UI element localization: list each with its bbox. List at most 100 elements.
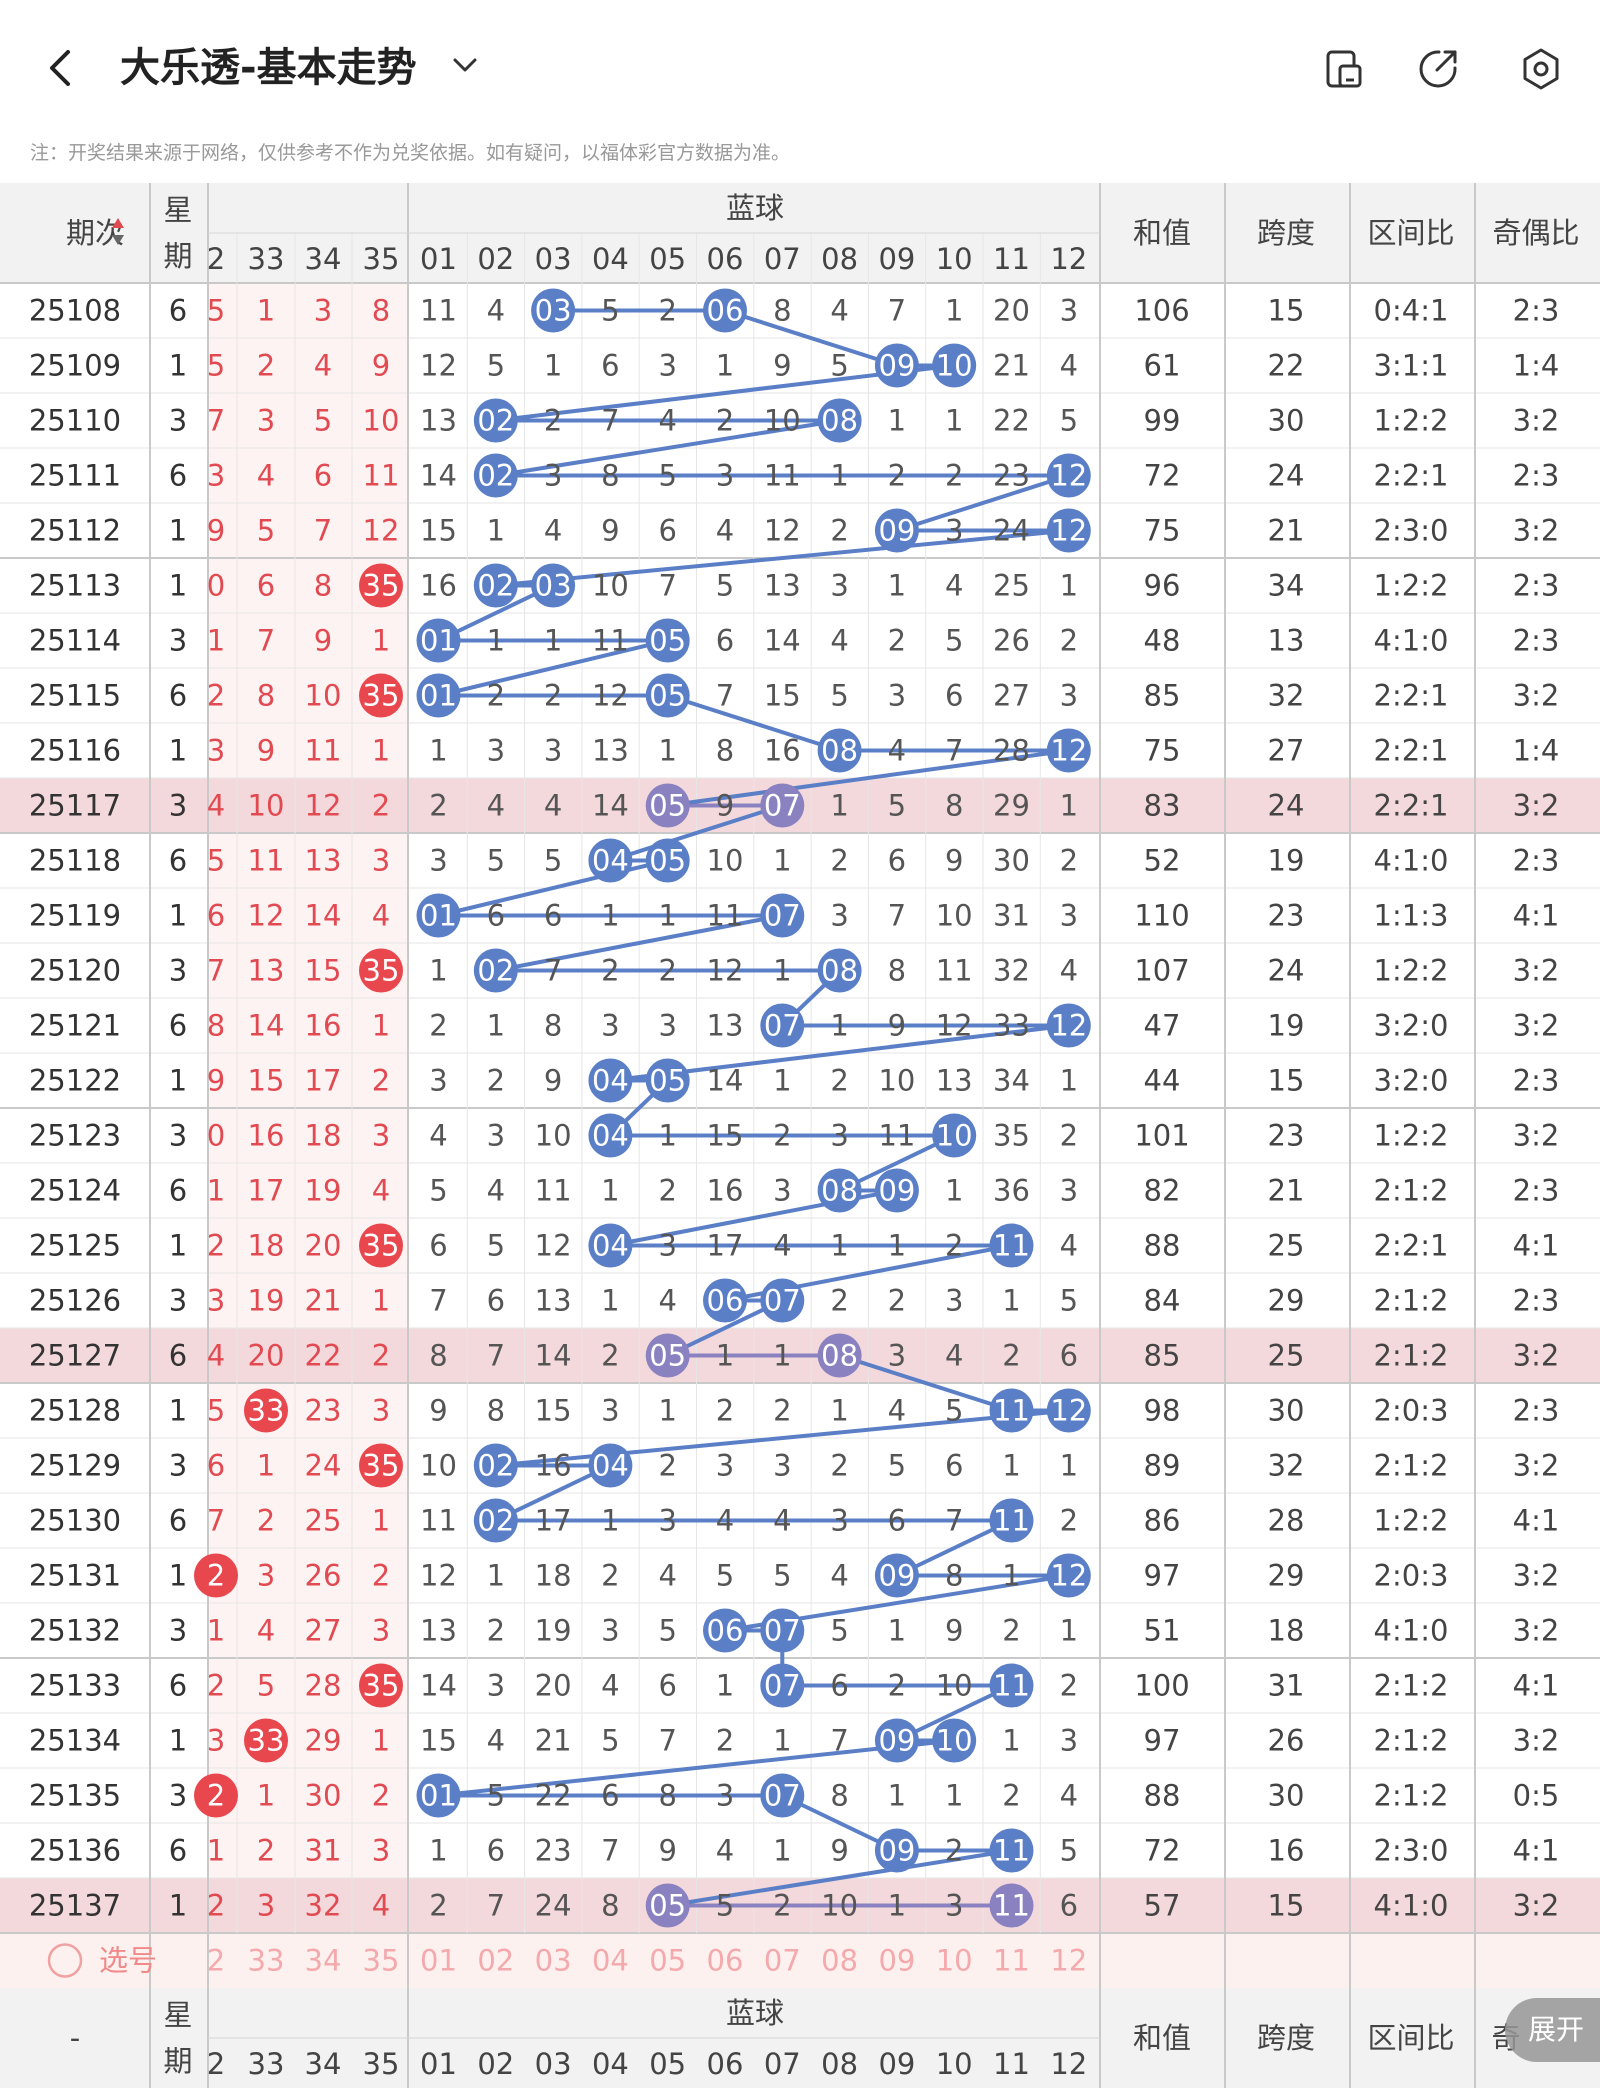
stat-cell: 3:2 bbox=[1513, 679, 1560, 713]
week-cell: 6 bbox=[169, 459, 187, 493]
blue-ball-number: 12 bbox=[1050, 1559, 1087, 1593]
blue-miss-count: 2 bbox=[888, 1669, 906, 1703]
period-cell: 25121 bbox=[29, 1009, 121, 1043]
blue-ball-number: 09 bbox=[878, 1834, 915, 1868]
blue-miss-count: 3 bbox=[716, 459, 734, 493]
front-number-cell: 19 bbox=[248, 1284, 285, 1318]
front-number-cell: 1 bbox=[372, 1504, 390, 1538]
stat-cell: 2:3 bbox=[1513, 459, 1560, 493]
blue-ball bbox=[588, 1223, 633, 1268]
period-cell: 25114 bbox=[29, 624, 121, 658]
blue-miss-count: 6 bbox=[945, 679, 963, 713]
stat-cell: 24 bbox=[1268, 954, 1305, 988]
footer-front-header: 33 bbox=[248, 2047, 285, 2081]
blue-ball-number: 09 bbox=[878, 349, 915, 383]
blue-miss-count: 5 bbox=[487, 349, 505, 383]
blue-miss-count: 5 bbox=[1060, 1834, 1078, 1868]
stat-cell: 24 bbox=[1268, 459, 1305, 493]
blue-miss-count: 9 bbox=[830, 1834, 848, 1868]
blue-ball-number: 11 bbox=[993, 1229, 1030, 1263]
blue-miss-count: 3 bbox=[658, 349, 676, 383]
blue-ball bbox=[874, 508, 919, 553]
front-number-cell: 4 bbox=[257, 1614, 275, 1648]
stat-cell: 3:2 bbox=[1513, 404, 1560, 438]
blue-ball-number: 12 bbox=[1050, 459, 1087, 493]
blue-ball bbox=[645, 673, 690, 718]
blue-miss-count: 9 bbox=[945, 1614, 963, 1648]
blue-miss-count: 6 bbox=[487, 899, 505, 933]
blue-number-header: 12 bbox=[1050, 242, 1087, 276]
share-icon[interactable] bbox=[1415, 46, 1461, 92]
blue-miss-count: 1 bbox=[773, 1064, 791, 1098]
expand-button[interactable]: 展开 bbox=[1505, 1998, 1600, 2062]
blue-miss-count: 3 bbox=[544, 459, 562, 493]
blue-miss-count: 2 bbox=[1060, 624, 1078, 658]
front-number-cell: 11 bbox=[248, 844, 285, 878]
blue-miss-count: 11 bbox=[764, 459, 801, 493]
settings-icon[interactable] bbox=[1518, 46, 1564, 92]
front-number-cell: 10 bbox=[363, 404, 400, 438]
sort-down-icon[interactable] bbox=[112, 235, 124, 245]
blue-miss-count: 1 bbox=[716, 1669, 734, 1703]
disclaimer-notice: 注：开奖结果来源于网络，仅供参考不作为兑奖依据。如有疑问，以福体彩官方数据为准。 bbox=[30, 142, 791, 164]
period-cell: 25135 bbox=[29, 1779, 121, 1813]
blue-miss-count: 2 bbox=[888, 459, 906, 493]
week-cell: 3 bbox=[169, 789, 187, 823]
blue-miss-count: 2 bbox=[487, 679, 505, 713]
blue-ball bbox=[989, 1828, 1034, 1873]
front-number-cell: 8 bbox=[257, 679, 275, 713]
stat-header: 奇偶比 bbox=[1492, 216, 1579, 250]
period-cell: 25110 bbox=[29, 404, 121, 438]
blue-miss-count: 7 bbox=[601, 404, 619, 438]
blue-ball bbox=[645, 838, 690, 883]
blue-ball bbox=[645, 1333, 690, 1378]
period-cell: 25120 bbox=[29, 954, 121, 988]
blue-ball-number: 02 bbox=[477, 1504, 514, 1538]
blue-miss-count: 4 bbox=[1060, 349, 1078, 383]
blue-miss-count: 4 bbox=[487, 294, 505, 328]
blue-ball-number: 09 bbox=[878, 1559, 915, 1593]
blue-miss-count: 4 bbox=[830, 1559, 848, 1593]
screen-split-icon[interactable] bbox=[1320, 46, 1366, 92]
blue-miss-count: 6 bbox=[658, 1669, 676, 1703]
blue-miss-count: 21 bbox=[535, 1724, 572, 1758]
blue-miss-count: 1 bbox=[601, 1284, 619, 1318]
blue-miss-count: 12 bbox=[764, 514, 801, 548]
stat-cell: 31 bbox=[1268, 1669, 1305, 1703]
front-number-cell: 3 bbox=[257, 404, 275, 438]
blue-miss-count: 8 bbox=[544, 1009, 562, 1043]
chevron-down-icon[interactable] bbox=[448, 48, 482, 82]
blue-number-header: 09 bbox=[878, 242, 915, 276]
front-partial-cell: 1 bbox=[207, 1614, 225, 1648]
front-partial-cell: 5 bbox=[207, 1394, 225, 1428]
blue-ball bbox=[817, 1333, 862, 1378]
select-front-number: 33 bbox=[248, 1944, 285, 1978]
blue-miss-count: 4 bbox=[487, 1174, 505, 1208]
blue-ball bbox=[588, 1443, 633, 1488]
front-number-cell: 30 bbox=[305, 1779, 342, 1813]
blue-miss-count: 4 bbox=[945, 569, 963, 603]
select-blue-number: 08 bbox=[821, 1944, 858, 1978]
week-cell: 6 bbox=[169, 1339, 187, 1373]
blue-ball bbox=[1046, 1553, 1091, 1598]
circle-icon[interactable] bbox=[47, 1943, 83, 1978]
select-number-button[interactable]: 选号 bbox=[99, 1944, 157, 1978]
blue-ball-number: 09 bbox=[878, 1174, 915, 1208]
week-cell: 6 bbox=[169, 679, 187, 713]
blue-ball-number: 10 bbox=[936, 349, 973, 383]
period-cell: 25115 bbox=[29, 679, 121, 713]
blue-miss-count: 6 bbox=[601, 1779, 619, 1813]
blue-miss-count: 1 bbox=[429, 734, 447, 768]
front-number-cell: 11 bbox=[305, 734, 342, 768]
sort-up-icon[interactable] bbox=[112, 218, 124, 228]
front-number-cell: 19 bbox=[305, 1174, 342, 1208]
stat-cell: 2:1:2 bbox=[1374, 1724, 1449, 1758]
stat-cell: 101 bbox=[1134, 1119, 1189, 1153]
page-title[interactable]: 大乐透-基本走势 bbox=[120, 45, 417, 91]
front-partial-cell: 2 bbox=[207, 1779, 225, 1813]
blue-miss-count: 2 bbox=[888, 1284, 906, 1318]
blue-ball bbox=[473, 398, 518, 443]
back-icon[interactable] bbox=[38, 44, 86, 92]
stat-cell: 2:3:0 bbox=[1374, 514, 1449, 548]
stat-cell: 4:1 bbox=[1513, 1229, 1560, 1263]
